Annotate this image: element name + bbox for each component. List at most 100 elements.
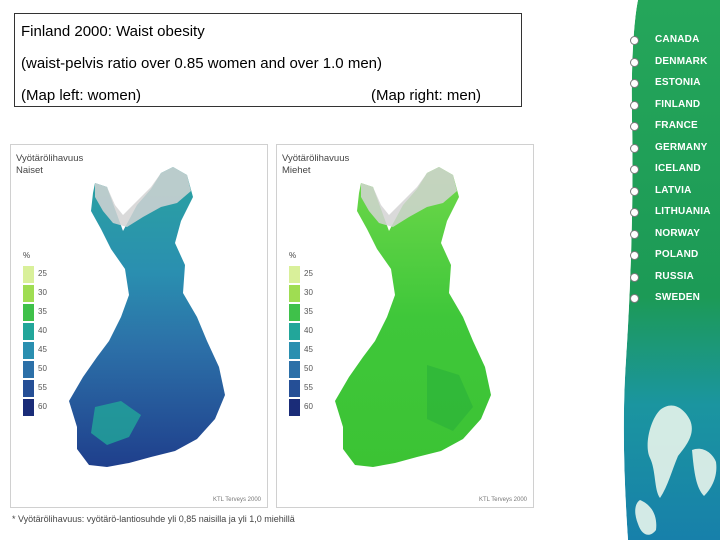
map-women-heading-line1: Vyötärölihavuus — [16, 153, 84, 164]
bullet-icon — [630, 229, 639, 239]
title-box: Finland 2000: Waist obesity (waist-pelvi… — [14, 13, 522, 107]
country-label: CANADA — [655, 34, 700, 45]
women-legend-swatch — [23, 323, 34, 340]
women-legend-label: 40 — [38, 326, 47, 335]
map-men-heading: Vyötärölihavuus Miehet — [282, 153, 349, 177]
men-legend-label: 25 — [304, 269, 313, 278]
country-iceland: ICELAND — [620, 160, 720, 180]
globe-continents — [635, 405, 717, 535]
men-legend-label: 60 — [304, 402, 313, 411]
women-legend-label: 35 — [38, 307, 47, 316]
men-legend-item: 45 — [289, 341, 329, 360]
men-legend-label: 50 — [304, 364, 313, 373]
women-legend-label: 60 — [38, 402, 47, 411]
men-legend-item: 50 — [289, 360, 329, 379]
women-legend-label: 25 — [38, 269, 47, 278]
map-women-panel: Vyötärölihavuus Naiset % 25 30 35 40 45 50 55 6… — [10, 144, 268, 508]
women-legend-label: 55 — [38, 383, 47, 392]
title-map-right-caption: (Map right: men) — [371, 87, 482, 104]
country-label: ESTONIA — [655, 77, 701, 88]
men-legend-swatch — [289, 323, 300, 340]
men-legend-swatch — [289, 266, 300, 283]
women-legend-item: 60 — [23, 398, 63, 417]
men-legend-item: 30 — [289, 284, 329, 303]
men-legend-item: 40 — [289, 322, 329, 341]
bullet-icon — [630, 165, 639, 174]
bullet-icon — [630, 100, 639, 110]
country-finland: FINLAND — [620, 96, 720, 116]
map-men-heading-line2: Miehet — [282, 165, 311, 176]
men-legend-item: 55 — [289, 379, 329, 398]
bullet-icon — [630, 143, 639, 153]
country-label: GERMANY — [655, 141, 708, 153]
bullet-icon — [630, 294, 639, 303]
country-lithuania: LITHUANIA — [620, 203, 720, 223]
country-germany: GERMANY — [620, 139, 720, 159]
country-label: DENMARK — [655, 55, 708, 67]
finland-shape-women — [69, 167, 225, 467]
title-line1: Finland 2000: Waist obesity — [21, 23, 205, 40]
women-legend-swatch — [23, 361, 34, 378]
men-legend-swatch — [289, 285, 300, 302]
country-france: FRANCE — [620, 117, 720, 137]
country-russia: RUSSIA — [620, 268, 720, 288]
men-legend-swatch — [289, 380, 300, 397]
country-label: LATVIA — [655, 184, 692, 196]
men-legend-swatch — [289, 304, 300, 321]
title-map-left-caption: (Map left: women) — [21, 87, 142, 104]
country-estonia: ESTONIA — [620, 74, 720, 94]
women-legend-swatch — [23, 266, 34, 283]
finland-map-women — [69, 167, 225, 467]
country-denmark: DENMARK — [620, 53, 720, 73]
women-legend-item: 45 — [23, 341, 63, 360]
credit-women: KTL Terveys 2000 — [212, 497, 261, 503]
men-legend-label: 55 — [304, 383, 313, 392]
bullet-icon — [630, 122, 639, 131]
title-line2: (waist-pelvis ratio over 0.85 women and … — [21, 55, 382, 72]
map-men-panel: Vyötärölihavuus Miehet % 25 30 35 40 45 50 55 6… — [276, 144, 534, 508]
women-legend-swatch — [23, 285, 34, 302]
lapland-gray-men — [361, 167, 457, 227]
bullet-icon — [630, 79, 639, 88]
bullet-icon — [630, 272, 639, 282]
bullet-icon — [630, 36, 639, 45]
country-label: POLAND — [655, 249, 699, 260]
country-sweden: SWEDEN — [620, 289, 720, 309]
men-legend-label: 30 — [304, 288, 313, 297]
men-legend-label: 45 — [304, 345, 313, 354]
country-label: NORWAY — [655, 227, 701, 239]
women-legend-swatch — [23, 380, 34, 397]
bullet-icon — [630, 251, 639, 260]
map-men-heading-line1: Vyötärölihavuus — [282, 153, 350, 164]
women-legend-swatch — [23, 399, 34, 416]
legend-unit-women: % — [23, 251, 31, 260]
country-poland: POLAND — [620, 246, 720, 266]
country-canada: CANADA — [620, 31, 720, 51]
map-women-heading: Vyötärölihavuus Naiset — [16, 153, 83, 177]
east-cluster-men — [427, 365, 473, 431]
bullet-icon — [630, 57, 639, 67]
sidebar-background — [620, 0, 720, 540]
women-legend-item: 25 — [23, 265, 63, 284]
lapland-gray-women — [95, 167, 191, 227]
footnote: * Vyötärölihavuus: vyötärö-lantiosuhde y… — [12, 514, 295, 524]
country-label: RUSSIA — [655, 270, 694, 282]
bullet-icon — [630, 186, 639, 196]
women-legend-label: 30 — [38, 288, 47, 297]
country-label: ICELAND — [655, 163, 701, 174]
men-legend-swatch — [289, 399, 300, 416]
men-legend-label: 35 — [304, 307, 313, 316]
legend-unit-men: % — [289, 251, 297, 260]
men-legend-item: 25 — [289, 265, 329, 284]
women-legend-swatch — [23, 342, 34, 359]
men-legend-label: 40 — [304, 326, 313, 335]
finland-map-men — [335, 167, 491, 467]
bullet-icon — [630, 208, 639, 217]
map-women-heading-line2: Naiset — [16, 165, 43, 176]
women-legend-label: 45 — [38, 345, 47, 354]
credit-men: KTL Terveys 2000 — [478, 497, 527, 503]
women-legend-item: 40 — [23, 322, 63, 341]
men-legend-swatch — [289, 361, 300, 378]
men-legend-item: 60 — [289, 398, 329, 417]
country-label: SWEDEN — [655, 292, 701, 303]
